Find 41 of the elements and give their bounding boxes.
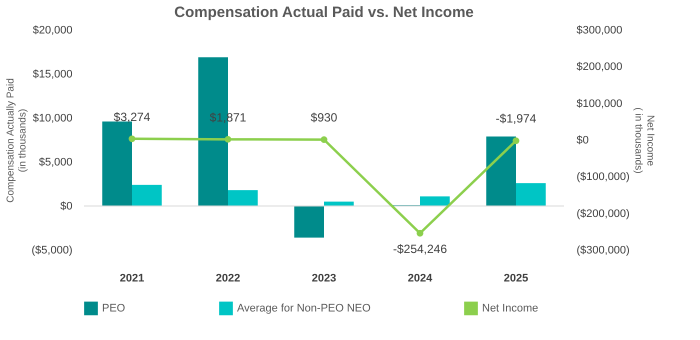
y2-tick-label: $100,000 [576,98,622,110]
legend-label: PEO [102,302,126,314]
legend-label: Net Income [482,302,538,314]
x-tick-label: 2023 [312,272,336,284]
bar [102,122,132,206]
data-label: -$254,246 [392,242,448,256]
y2-tick-label: ($300,000) [576,244,630,256]
y-tick-label: $10,000 [32,112,72,124]
legend-label: Average for Non-PEO NEO [237,302,372,314]
y-tick-label: $20,000 [32,24,72,36]
bar [516,183,546,206]
bar [228,190,258,206]
point [224,136,232,143]
bar [324,202,354,206]
y-tick-label: $0 [60,200,72,212]
y2-tick-label: $200,000 [576,61,622,74]
chart-title: Compensation Actual Paid vs. Net Income [174,4,474,21]
data-label: -$1,974 [496,112,537,126]
y2-tick-label: ($100,000) [576,171,630,184]
x-tick-label: 2025 [504,272,528,284]
x-tick-label: 2021 [120,272,144,284]
bar [420,196,450,206]
data-label: $3,274 [114,110,151,124]
y-axis-title: Compensation Actually Paid (in thousands) [6,78,29,203]
y2-tick-label: $0 [576,134,589,146]
y-tick-label: $5,000 [38,156,72,168]
bar [294,206,324,238]
point [320,136,328,144]
y-tick-label: ($5,000) [32,244,72,256]
y2-tick-label: $300,000 [576,24,622,36]
y2-tick-label: ($200,000) [576,208,630,220]
bar [486,136,516,206]
y-tick-label: $15,000 [32,68,72,80]
point [416,230,424,237]
data-label: $930 [310,110,338,125]
point [512,137,520,144]
x-tick-label: 2024 [408,272,434,284]
bar [132,184,162,206]
y2-axis-title: Net Income ( in thousands) [632,107,656,174]
x-tick-label: 2022 [216,272,240,284]
point [128,135,136,142]
